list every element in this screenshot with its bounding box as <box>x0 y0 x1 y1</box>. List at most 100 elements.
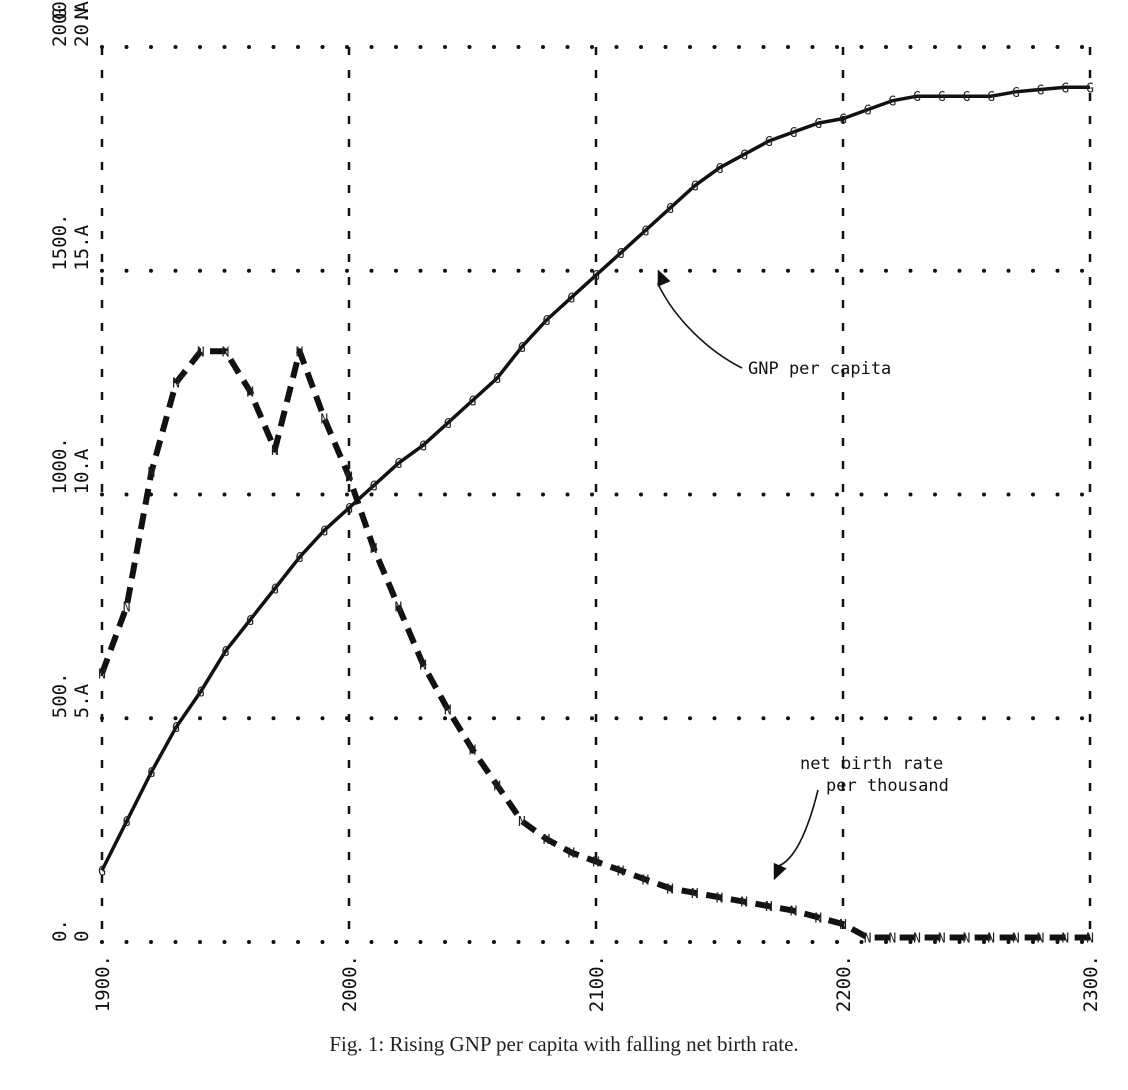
birth-rate-point-marker: N <box>444 703 452 718</box>
gnp-point-marker: G <box>666 202 674 217</box>
gnp-point-marker: G <box>1012 86 1020 101</box>
y-tick-label: 0 <box>71 931 93 942</box>
gnp-point-marker: G <box>320 524 328 539</box>
series-group: G G G G G G G G G G G G G G G G G G G G G G G G G G G G G G G G G G G G G G G G… <box>98 81 1094 946</box>
y-axis-unit-marker: N <box>71 8 93 19</box>
net-birth-rate-line <box>99 348 1090 941</box>
y-tick-label: 1000. <box>49 437 71 494</box>
birth-rate-point-marker: N <box>469 744 477 759</box>
birth-rate-point-marker: N <box>197 345 205 360</box>
gnp-point-marker: G <box>543 314 551 329</box>
birth-rate-point-marker: N <box>641 873 649 888</box>
birth-rate-point-marker: N <box>246 386 254 401</box>
birth-rate-point-marker: N <box>987 932 995 947</box>
y-tick-label: 20.A <box>71 1 93 47</box>
gnp-point-marker: G <box>296 551 304 566</box>
gnp-point-marker: G <box>617 247 625 262</box>
gnp-point-marker: G <box>864 104 872 119</box>
y-tick-label: 10.A <box>71 448 93 494</box>
birth-rate-point-marker: N <box>864 932 872 947</box>
y-tick-label: 2000. <box>49 0 71 47</box>
birth-rate-point-marker: N <box>271 444 279 459</box>
y-tick-label: 15.A <box>71 224 93 270</box>
birth-rate-point-marker: N <box>913 932 921 947</box>
birth-rate-point-marker: N <box>1086 932 1094 947</box>
gnp-point-marker: G <box>913 90 921 105</box>
gnp-point-marker: G <box>592 269 600 284</box>
gnp-point-marker: G <box>147 766 155 781</box>
gnp-point-marker: G <box>567 292 575 307</box>
birth-rate-point-marker: N <box>123 600 131 615</box>
birth-rate-point-marker: N <box>567 847 575 862</box>
gnp-point-marker: G <box>814 117 822 132</box>
chart: G G G G G G G G G G G G G G G G G G G G G G G G G G G G G G G G G G G G G G G G… <box>49 0 1102 1012</box>
gnp-point-marker: G <box>790 126 798 141</box>
x-tick-label: 2000. <box>339 955 361 1012</box>
birth-rate-point-marker: N <box>839 918 847 933</box>
birth-rate-point-marker: N <box>419 659 427 674</box>
gnp-point-marker: G <box>246 614 254 629</box>
birth-rate-point-marker: N <box>765 900 773 915</box>
gnp-point-marker: G <box>1061 81 1069 96</box>
birth-rate-point-marker: N <box>814 911 822 926</box>
y-tick-label: 5.A <box>71 683 93 718</box>
birth-rate-point-marker: N <box>518 815 526 830</box>
birth-rate-point-marker: N <box>172 377 180 392</box>
gnp-point-marker: G <box>469 395 477 410</box>
gnp-annotation-label: GNP per capita <box>748 359 891 379</box>
gnp-point-marker: G <box>518 341 526 356</box>
birth-rate-point-marker: N <box>617 864 625 879</box>
birth-rate-point-marker: N <box>938 932 946 947</box>
birth-rate-point-marker: N <box>296 345 304 360</box>
birth-rate-point-marker: N <box>394 600 402 615</box>
gnp-point-marker: G <box>888 95 896 110</box>
birth-rate-annotation-label: per thousand <box>826 776 949 796</box>
gnp-point-marker: G <box>345 502 353 517</box>
gnp-point-marker: G <box>222 645 230 660</box>
gnp-point-marker: G <box>98 864 106 879</box>
y-tick-label: 500. <box>49 672 71 718</box>
gnp-point-marker: G <box>419 439 427 454</box>
birth-rate-point-marker: N <box>543 833 551 848</box>
birth-rate-point-marker: N <box>370 542 378 557</box>
gnp-point-marker: G <box>1037 84 1045 99</box>
birth-rate-point-marker: N <box>790 905 798 920</box>
gnp-annotation-arrow <box>657 282 743 369</box>
birth-rate-point-marker: N <box>222 345 230 360</box>
gnp-point-marker: G <box>1086 81 1094 96</box>
gnp-point-marker: G <box>493 372 501 387</box>
gnp-point-marker: G <box>987 90 995 105</box>
grid <box>100 45 1092 944</box>
birth-rate-point-marker: N <box>963 932 971 947</box>
gnp-point-marker: G <box>691 180 699 195</box>
gnp-point-marker: G <box>641 224 649 239</box>
gnp-point-marker: G <box>271 582 279 597</box>
birth-rate-point-marker: N <box>1061 932 1069 947</box>
birth-rate-point-marker: N <box>147 466 155 481</box>
gnp-point-marker: G <box>444 417 452 432</box>
gnp-point-marker: G <box>123 815 131 830</box>
gnp-per-capita-line <box>100 85 1090 872</box>
birth-rate-point-marker: N <box>345 471 353 486</box>
y-axis-unit-marker: G <box>49 8 71 19</box>
birth-rate-annotation-label: net birth rate <box>800 754 943 774</box>
birth-rate-point-marker: N <box>1012 932 1020 947</box>
gnp-point-marker: G <box>370 480 378 495</box>
birth-rate-point-marker: N <box>320 412 328 427</box>
gnp-point-marker: G <box>716 162 724 177</box>
birth-rate-point-marker: N <box>493 779 501 794</box>
gnp-point-marker: G <box>963 90 971 105</box>
gnp-point-marker: G <box>197 685 205 700</box>
y-tick-label: 0. <box>49 919 71 942</box>
gnp-point-marker: G <box>839 113 847 128</box>
birth-rate-point-marker: N <box>666 882 674 897</box>
gnp-point-marker: G <box>172 721 180 736</box>
x-tick-label: 2300. <box>1080 955 1102 1012</box>
gnp-annotation-arrowhead <box>657 269 671 287</box>
x-tick-label: 1900. <box>92 955 114 1012</box>
x-tick-label: 2100. <box>586 955 608 1012</box>
birth-rate-point-marker: N <box>98 668 106 683</box>
birth-rate-point-marker: N <box>691 887 699 902</box>
birth-rate-point-marker: N <box>740 896 748 911</box>
